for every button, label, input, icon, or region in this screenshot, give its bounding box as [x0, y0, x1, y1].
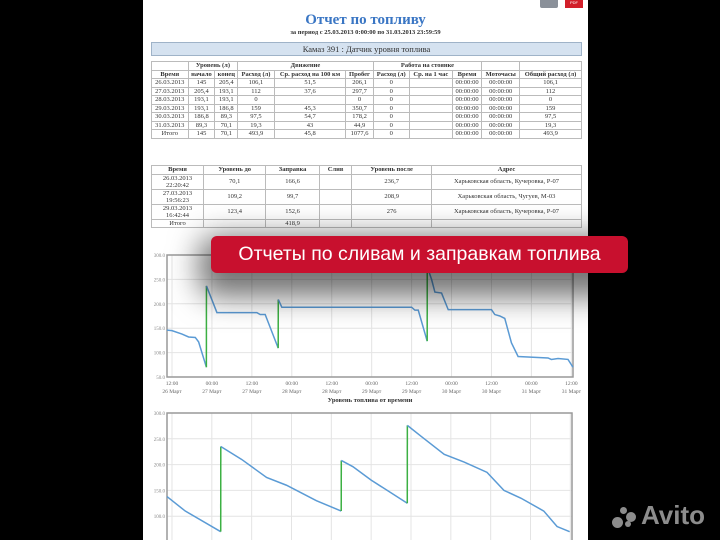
y-tick-label: 50.0: [156, 376, 165, 381]
fuel-level-line: [340, 459, 408, 504]
avito-logo-text: Avito: [641, 500, 706, 530]
y-tick-label: 250.0: [154, 438, 166, 443]
x-tick-date: 29 Март: [402, 389, 422, 395]
table-row: 26.03.2013 145 205,4 106,1 51,5 206,1 0 00:00:0…: [151, 78, 582, 88]
fuel-level-line: [406, 424, 570, 533]
x-tick-time: 00:00: [445, 381, 458, 387]
x-tick-date: 30 Март: [442, 389, 462, 395]
x-tick-time: 12:00: [325, 381, 338, 387]
fuel-level-line: [166, 496, 222, 533]
x-tick-time: 00:00: [206, 381, 219, 387]
y-tick-label: 100.0: [154, 515, 166, 520]
x-tick-time: 12:00: [485, 381, 498, 387]
fuel-level-line: [277, 299, 428, 342]
y-tick-label: 100.0: [154, 352, 166, 357]
x-tick-date: 28 Март: [322, 389, 342, 395]
y-tick-label: 150.0: [154, 489, 166, 494]
x-axis-label: Уровень топлива от времени: [328, 397, 413, 404]
report-period: за период с 25.03.2013 0:00:00 по 31.03.…: [290, 29, 441, 36]
printer-icon[interactable]: [540, 0, 558, 8]
table-cell: [408, 129, 453, 139]
x-tick-time: 00:00: [365, 381, 378, 387]
fuel-summary-table: Уровень (л) Движение Работа на стоянке В…: [151, 61, 582, 139]
x-tick-date: 27 Март: [242, 389, 262, 395]
table-cell: 493,9: [519, 129, 582, 139]
fuel-level-line: [426, 266, 574, 368]
y-tick-label: 250.0: [154, 278, 166, 283]
x-tick-time: 12:00: [405, 381, 418, 387]
avito-logo-icon: [612, 505, 638, 528]
y-tick-label: 200.0: [154, 464, 166, 469]
x-tick-time: 00:00: [286, 381, 299, 387]
x-tick-time: 12:00: [246, 381, 259, 387]
plot-frame: [166, 254, 574, 378]
x-tick-time: 12:00: [166, 381, 179, 387]
x-tick-date: 26 Март: [162, 389, 182, 395]
x-tick-date: 31 Март: [522, 389, 542, 395]
vehicle-header: Камаз 391 : Датчик уровня топлива: [151, 42, 582, 56]
page-title: Отчет по топливу: [305, 12, 426, 28]
avito-watermark: Avito: [612, 500, 705, 531]
x-tick-time: 12:00: [565, 381, 578, 387]
table-row: 29.03.2013 193,1 186,8 159 45,3 350,7 0 00:00:0…: [151, 103, 582, 113]
x-tick-date: 29 Март: [362, 389, 382, 395]
table-cell: 493,9: [237, 129, 275, 139]
refuel-table: Время Уровень до Заправка Слив Уровень после…: [151, 165, 582, 228]
pdf-icon[interactable]: PDF: [565, 0, 583, 8]
table-row: Итого 418,9: [151, 218, 582, 228]
x-tick-date: 30 Март: [482, 389, 502, 395]
table-cell: 418,9: [265, 218, 320, 228]
fuel-level-line: [220, 445, 342, 512]
y-tick-label: 150.0: [154, 327, 166, 332]
table-row: Итого 145 70,1 493,9 45,8 1077,6 0 00:00:00 00:0…: [151, 129, 582, 139]
table-row: 28.03.2013 193,1 193,1 0 0 0 00:00:00 00:00:00 0: [151, 95, 582, 105]
fuel-level-line: [166, 329, 208, 368]
x-tick-date: 28 Март: [282, 389, 302, 395]
x-tick-time: 00:00: [525, 381, 538, 387]
x-tick-date: 31 Март: [562, 389, 582, 395]
y-tick-label: 300.0: [154, 412, 166, 417]
table-cell: 0: [372, 129, 410, 139]
x-tick-date: 27 Март: [202, 389, 222, 395]
table-cell: [202, 218, 267, 228]
fuel-level-line: [205, 285, 279, 349]
promo-banner: Отчеты по сливам и заправкам топлива: [211, 236, 628, 273]
plot-frame: [166, 412, 573, 540]
y-tick-label: 200.0: [154, 303, 166, 308]
table-cell: [431, 218, 582, 228]
y-tick-label: 300.0: [154, 254, 166, 259]
table-row: 27.03.2013 19:56:23 109,2 99,7 208,9 Харьков…: [151, 188, 582, 205]
